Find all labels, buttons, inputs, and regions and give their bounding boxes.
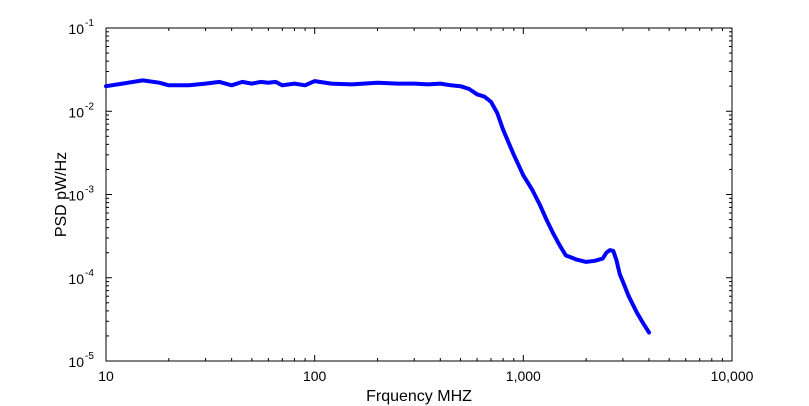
x-tick-label: 100 [303, 368, 327, 384]
y-axis-label: PSD pW/Hz [53, 152, 70, 237]
y-tick-exponent: -2 [85, 101, 94, 112]
series-line-0 [104, 78, 651, 335]
x-tick-label: 10 [98, 368, 114, 384]
y-tick-exponent: -4 [85, 268, 94, 279]
y-tick-label: 10 [68, 188, 84, 204]
y-tick-exponent: -1 [85, 18, 94, 29]
plot-frame [105, 27, 733, 362]
y-tick-label: 10 [68, 354, 84, 370]
x-axis-label: Frquency MHZ [366, 388, 472, 405]
x-tick-label: 1,000 [506, 368, 541, 384]
series-layer [104, 78, 651, 335]
y-tick-label: 10 [68, 21, 84, 37]
x-tick-label: 10,000 [711, 368, 754, 384]
y-tick-exponent: -3 [85, 185, 94, 196]
y-tick-label: 10 [68, 271, 84, 287]
y-tick-label: 10 [68, 104, 84, 120]
y-tick-exponent: -5 [85, 351, 94, 362]
